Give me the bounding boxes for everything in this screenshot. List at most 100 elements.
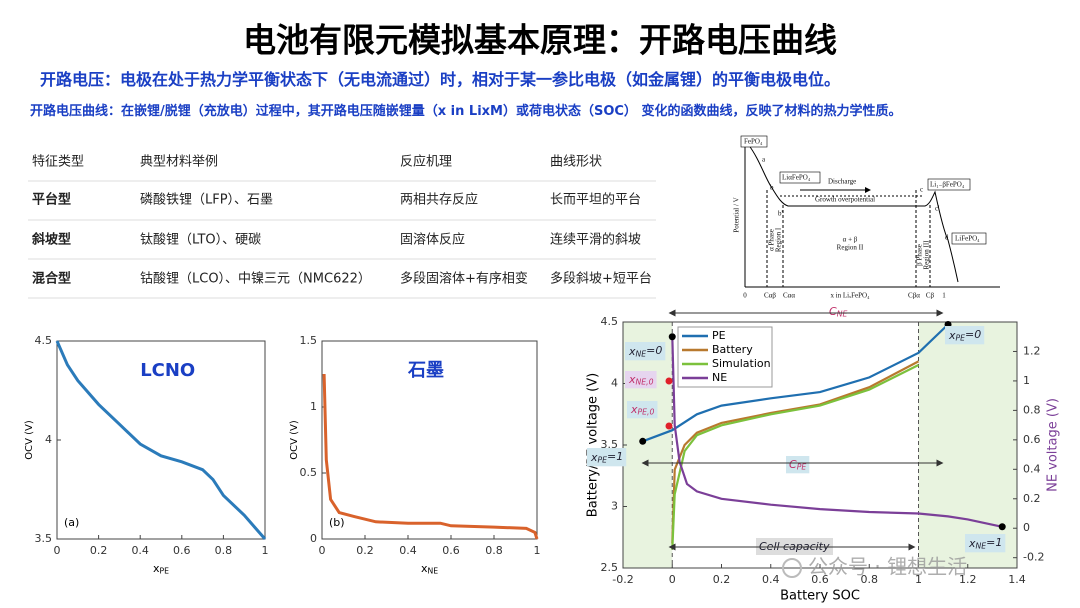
y2-tick-label: 1	[1023, 374, 1030, 387]
x-axis-label: Battery SOC	[780, 589, 860, 604]
annotation: xPE	[153, 562, 169, 575]
label: Discharge	[828, 178, 856, 186]
y-tick-label: 3	[611, 500, 618, 513]
x-tick-label: 0	[319, 544, 326, 557]
term: 开路电压：	[40, 70, 120, 89]
sub: PE	[797, 462, 807, 471]
label: Region III	[923, 240, 931, 270]
label: LiFePO₄	[955, 235, 980, 243]
subtitle: 开路电压：电极在处于热力学平衡状态下（无电流通过）时，相对于某一参比电极（如金属…	[40, 70, 840, 89]
tail: =1	[986, 536, 1002, 549]
sub: PE,0	[638, 407, 655, 416]
sub: NE,0	[636, 377, 654, 386]
label: β Phase	[916, 244, 924, 266]
x-tick-label: 0.2	[356, 544, 374, 557]
annotation: xNE=1	[968, 536, 1002, 550]
table-cell: 连续平滑的斜坡	[550, 232, 641, 248]
label-box	[927, 178, 971, 191]
chart-label: LCNO	[140, 360, 195, 381]
y-tick-label: 3.5	[35, 532, 53, 545]
series-line	[322, 373, 539, 540]
table-cell: 多段斜坡+短平台	[550, 271, 652, 287]
annotation-box	[625, 371, 657, 389]
label: c'	[935, 205, 939, 213]
y-tick-label: 4	[45, 433, 52, 446]
annotation: xNE,0	[628, 373, 654, 386]
watermark: 公众号 · 锂想生活	[808, 555, 967, 579]
axis-label: Potential / V	[733, 197, 741, 232]
y-tick-label: 4.5	[35, 334, 53, 347]
label: 0	[743, 292, 747, 300]
definition: 电极在处于热力学平衡状态下（无电流通过）时，相对于某一参比电极（如金属锂）的平衡…	[120, 70, 840, 89]
y-tick-label: 0	[310, 532, 317, 545]
table-cell: 斜坡型	[31, 232, 71, 248]
table-cell: 固溶体反应	[400, 232, 465, 248]
y2-tick-label: 0.8	[1023, 403, 1041, 416]
main: x	[948, 329, 956, 342]
label: x in LiₓFePO₄	[830, 292, 870, 300]
panel-label: (b)	[329, 516, 345, 529]
x-tick-label: 0.2	[713, 573, 731, 586]
label: a	[762, 156, 766, 164]
label: Region I	[775, 227, 783, 252]
y-tick-label: 2.5	[601, 561, 619, 574]
table-cell: 磷酸铁锂（LFP）、石墨	[140, 193, 273, 208]
label: α + β	[843, 236, 858, 244]
label: Growth overpotential	[815, 196, 875, 204]
main: x	[628, 345, 636, 358]
table-header: 特征类型	[32, 155, 84, 170]
sub: PE	[160, 566, 170, 575]
y2-tick-label: 0.2	[1023, 492, 1041, 505]
y2-tick-label: 0.4	[1023, 462, 1041, 475]
annotation: xPE=1	[590, 450, 623, 464]
y-tick-label: 3.5	[601, 438, 619, 451]
annotation-box	[587, 448, 627, 467]
x-tick-label: 0.2	[90, 544, 108, 557]
watermark-icon	[782, 558, 802, 578]
shade	[623, 322, 673, 568]
label: Cβ	[926, 292, 935, 300]
label: LiαFePO₄	[782, 174, 811, 182]
sub: NE	[837, 309, 848, 318]
tail: =0	[965, 328, 981, 341]
label: Cβα	[908, 292, 920, 300]
lfp-diagram: FePO₄ a b LiαFePO₄ Discharge Li₁₋βFePO₄ …	[733, 135, 1000, 300]
series-line	[642, 323, 949, 443]
sub: PE	[956, 333, 966, 342]
annotation: CNE	[829, 305, 847, 318]
x-tick-label: 0.4	[762, 573, 780, 586]
curve	[747, 143, 959, 283]
chart: 0 0.2 0.4 0.6 0.8 1 0 0.5 1 1.5 xNE OCV (V) 石墨 (b)	[289, 334, 541, 575]
x-tick-label: 0.8	[861, 573, 879, 586]
main: x	[968, 537, 976, 550]
series-line	[671, 364, 919, 550]
main: x	[590, 451, 598, 464]
y-axis-label: OCV (V)	[24, 420, 35, 460]
table-cell: 两相共存反应	[400, 192, 478, 208]
table-cell: 钛酸锂（LTO）、硬碳	[140, 233, 261, 248]
table-header: 反应机理	[400, 154, 452, 170]
label: α Phase	[768, 229, 776, 251]
x-tick-label: 0.8	[485, 544, 503, 557]
sub: NE	[427, 566, 438, 575]
label: Cαα	[783, 292, 795, 300]
series-line	[55, 340, 267, 540]
table-cell: 平台型	[32, 192, 71, 208]
y-tick-label: 0.5	[300, 466, 318, 479]
label-box	[740, 135, 768, 148]
label: b	[770, 184, 774, 192]
x-tick-label: 0.6	[442, 544, 460, 557]
chart: -0.2 0 0.2 0.4 0.6 0.8 1 1.2 1.4 2.5 3 3.5 4 4.5 -0.2 0…	[586, 305, 1061, 604]
x-tick-label: 0.4	[131, 544, 149, 557]
annotation-box	[945, 326, 985, 345]
point	[668, 333, 676, 341]
annotation-box	[965, 534, 1006, 553]
x-tick-label: 0.6	[173, 544, 191, 557]
main: x	[421, 562, 428, 575]
main: x	[630, 403, 638, 416]
label: FePO₄	[744, 138, 763, 146]
tail: =0	[646, 344, 662, 357]
